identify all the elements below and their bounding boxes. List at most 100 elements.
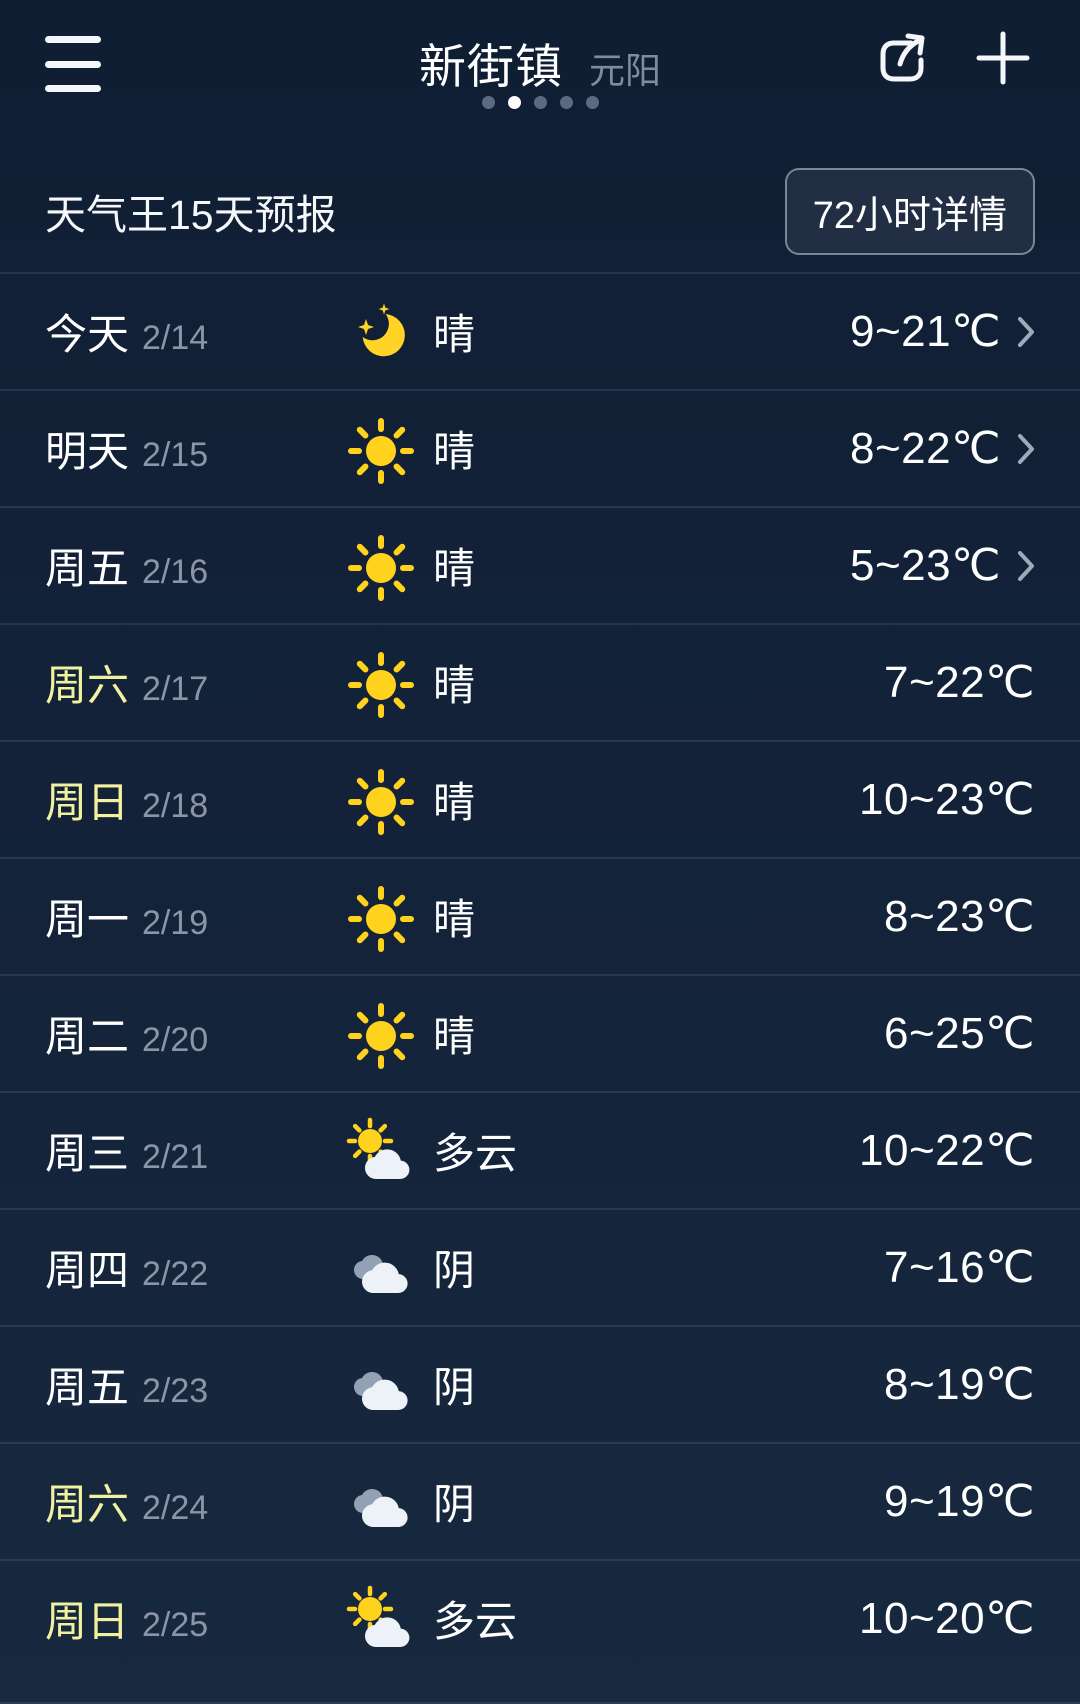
- sunny-icon: [345, 998, 417, 1070]
- condition-cell: 阴: [345, 1349, 884, 1421]
- forecast-row[interactable]: 周四 2/22 阴 7~16℃: [0, 1208, 1080, 1325]
- forecast-row[interactable]: 今天 2/14 晴 9~21℃: [0, 272, 1080, 389]
- temperature-cell: 8~23℃: [884, 891, 1035, 942]
- forecast-row[interactable]: 明天 2/15 晴 8~22℃: [0, 389, 1080, 506]
- condition-cell: 多云: [345, 1115, 859, 1187]
- condition-label: 晴: [433, 311, 476, 358]
- sunny-icon: [345, 530, 417, 602]
- day-cell: 明天 2/15: [45, 418, 345, 479]
- partly-cloudy-icon: [345, 1115, 417, 1187]
- forecast-row[interactable]: 周三 2/21 多云 10~22℃: [0, 1091, 1080, 1208]
- condition-label: 阴: [433, 1364, 476, 1411]
- temperature-cell: 10~22℃: [859, 1125, 1035, 1176]
- day-label: 周日: [45, 779, 130, 826]
- sunny-icon: [345, 647, 417, 719]
- date-label: 2/16: [142, 553, 209, 591]
- sunny-icon: [345, 764, 417, 836]
- day-cell: 周二 2/20: [45, 1003, 345, 1064]
- share-icon: [865, 22, 937, 97]
- condition-cell: 晴: [345, 647, 884, 719]
- condition-cell: 晴: [345, 998, 884, 1070]
- temperature-range: 8~22℃: [849, 424, 1001, 473]
- day-cell: 周三 2/21: [45, 1120, 345, 1181]
- forecast-row-partial: [0, 1676, 1080, 1704]
- page-indicator-dots: [0, 96, 1080, 109]
- forecast-row[interactable]: 周五 2/23 阴 8~19℃: [0, 1325, 1080, 1442]
- day-cell: 周五 2/23: [45, 1354, 345, 1415]
- forecast-section-header: 天气王15天预报 72小时详情: [0, 150, 1080, 272]
- temperature-cell: 6~25℃: [884, 1008, 1035, 1059]
- day-label: 周五: [45, 1364, 130, 1411]
- share-button[interactable]: [864, 22, 938, 96]
- sunny-icon: [345, 413, 417, 485]
- page-dot: [481, 96, 495, 109]
- temperature-range: 6~25℃: [883, 1009, 1035, 1058]
- forecast-row[interactable]: 周一 2/19 晴 8~23℃: [0, 857, 1080, 974]
- date-label: 2/21: [142, 1138, 209, 1176]
- condition-cell: 晴: [345, 530, 850, 602]
- temperature-range: 5~23℃: [849, 541, 1001, 590]
- forecast-row[interactable]: 周二 2/20 晴 6~25℃: [0, 974, 1080, 1091]
- forecast-list[interactable]: 今天 2/14 晴 9~21℃ 明天 2/15: [0, 272, 1080, 1704]
- date-label: 2/15: [142, 436, 209, 474]
- overcast-icon: [345, 1232, 417, 1304]
- forecast-row[interactable]: 周日 2/25 多云 10~20℃: [0, 1559, 1080, 1676]
- condition-label: 阴: [433, 1481, 476, 1528]
- date-label: 2/25: [142, 1606, 209, 1644]
- date-label: 2/17: [142, 670, 209, 708]
- condition-label: 多云: [433, 1130, 518, 1177]
- temperature-cell: 8~22℃: [850, 423, 1035, 474]
- top-nav: 新街镇 元阳: [0, 0, 1080, 150]
- day-label: 周一: [45, 896, 130, 943]
- overcast-icon: [345, 1466, 417, 1538]
- condition-label: 晴: [433, 545, 476, 592]
- chevron-right-icon: [1017, 433, 1035, 465]
- day-cell: 周四 2/22: [45, 1237, 345, 1298]
- day-label: 周六: [45, 1481, 130, 1528]
- day-label: 明天: [45, 428, 130, 475]
- temperature-range: 9~19℃: [883, 1477, 1035, 1526]
- condition-cell: 晴: [345, 296, 850, 368]
- temperature-cell: 9~19℃: [884, 1476, 1035, 1527]
- forecast-row[interactable]: 周六 2/24 阴 9~19℃: [0, 1442, 1080, 1559]
- day-label: 今天: [45, 311, 130, 358]
- condition-cell: 多云: [345, 1583, 859, 1655]
- day-cell: 周一 2/19: [45, 886, 345, 947]
- temperature-cell: 7~16℃: [884, 1242, 1035, 1293]
- page-dot: [533, 96, 547, 109]
- condition-cell: 阴: [345, 1466, 884, 1538]
- condition-cell: 晴: [345, 413, 850, 485]
- hourly-detail-button[interactable]: 72小时详情: [784, 167, 1035, 255]
- day-label: 周五: [45, 545, 130, 592]
- add-city-button[interactable]: [966, 22, 1040, 96]
- menu-button[interactable]: [45, 36, 105, 92]
- page-dot: [559, 96, 573, 109]
- day-label: 周二: [45, 1013, 130, 1060]
- date-label: 2/20: [142, 1021, 209, 1059]
- day-label: 周四: [45, 1247, 130, 1294]
- temperature-range: 7~22℃: [883, 658, 1035, 707]
- forecast-row[interactable]: 周五 2/16 晴 5~23℃: [0, 506, 1080, 623]
- overcast-icon: [345, 1349, 417, 1421]
- forecast-row[interactable]: 周六 2/17 晴 7~22℃: [0, 623, 1080, 740]
- temperature-range: 10~20℃: [859, 1594, 1035, 1643]
- date-label: 2/19: [142, 904, 209, 942]
- temperature-cell: 5~23℃: [850, 540, 1035, 591]
- condition-cell: 晴: [345, 764, 859, 836]
- day-label: 周六: [45, 662, 130, 709]
- temperature-cell: 10~23℃: [859, 774, 1035, 825]
- date-label: 2/14: [142, 319, 209, 357]
- condition-cell: 晴: [345, 881, 884, 953]
- temperature-range: 7~16℃: [883, 1243, 1035, 1292]
- add-icon: [967, 22, 1039, 97]
- temperature-cell: 9~21℃: [850, 306, 1035, 357]
- day-cell: 周五 2/16: [45, 535, 345, 596]
- date-label: 2/22: [142, 1255, 209, 1293]
- condition-label: 多云: [433, 1598, 518, 1645]
- forecast-row[interactable]: 周日 2/18 晴 10~23℃: [0, 740, 1080, 857]
- day-cell: 周日 2/18: [45, 769, 345, 830]
- page-dot: [585, 96, 599, 109]
- condition-label: 阴: [433, 1247, 476, 1294]
- day-cell: 今天 2/14: [45, 301, 345, 362]
